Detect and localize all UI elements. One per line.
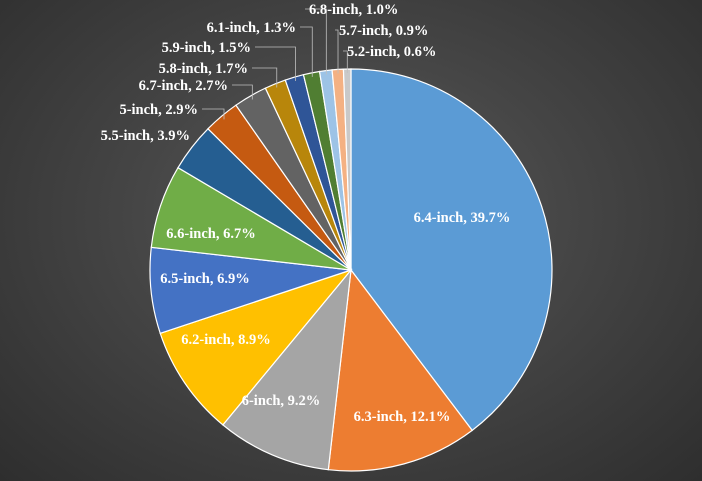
pie-slices [149, 68, 553, 472]
leader-line-5.9-inch [255, 46, 296, 81]
leader-line-6.8-inch [305, 8, 327, 75]
data-label-6-inch: 6-inch, 9.2% [242, 393, 321, 409]
data-label-5.5-inch: 5.5-inch, 3.9% [101, 128, 190, 144]
data-label-5.2-inch: 5.2-inch, 0.6% [347, 44, 436, 60]
pie-slice-6.3-inch [327, 268, 474, 472]
pie-labels: 6.4-inch, 39.7% 6.3-inch, 12.1% 6-inch, 9.… [101, 2, 511, 425]
data-label-5-inch: 5-inch, 2.9% [119, 102, 198, 118]
leader-line-6.1-inch [300, 26, 313, 77]
data-label-6.1-inch: 6.1-inch, 1.3% [207, 20, 296, 36]
leader-line-5.2-inch [343, 50, 348, 74]
pie-slice-6-inch [222, 268, 352, 471]
data-label-6.4-inch: 6.4-inch, 39.7% [414, 210, 511, 226]
data-label-6.7-inch: 6.7-inch, 2.7% [139, 78, 228, 94]
data-label-6.3-inch: 6.3-inch, 12.1% [354, 409, 451, 425]
data-label-5.7-inch: 5.7-inch, 0.9% [339, 23, 428, 39]
data-label-6.6-inch: 6.6-inch, 6.7% [166, 226, 255, 242]
leader-line-5-inch [202, 108, 225, 120]
pie-slice-6.2-inch [159, 268, 353, 426]
leader-line-6.7-inch [232, 84, 253, 100]
leader-line-5.7-inch [335, 29, 339, 74]
pie-slice-6.4-inch [350, 68, 553, 432]
leader-line-5.8-inch [252, 67, 278, 88]
data-label-5.9-inch: 5.9-inch, 1.5% [162, 40, 251, 56]
data-label-6.8-inch: 6.8-inch, 1.0% [309, 2, 398, 18]
data-label-6.2-inch: 6.2-inch, 8.9% [181, 332, 270, 348]
data-label-6.5-inch: 6.5-inch, 6.9% [160, 271, 249, 287]
data-label-5.8-inch: 5.8-inch, 1.7% [159, 61, 248, 77]
